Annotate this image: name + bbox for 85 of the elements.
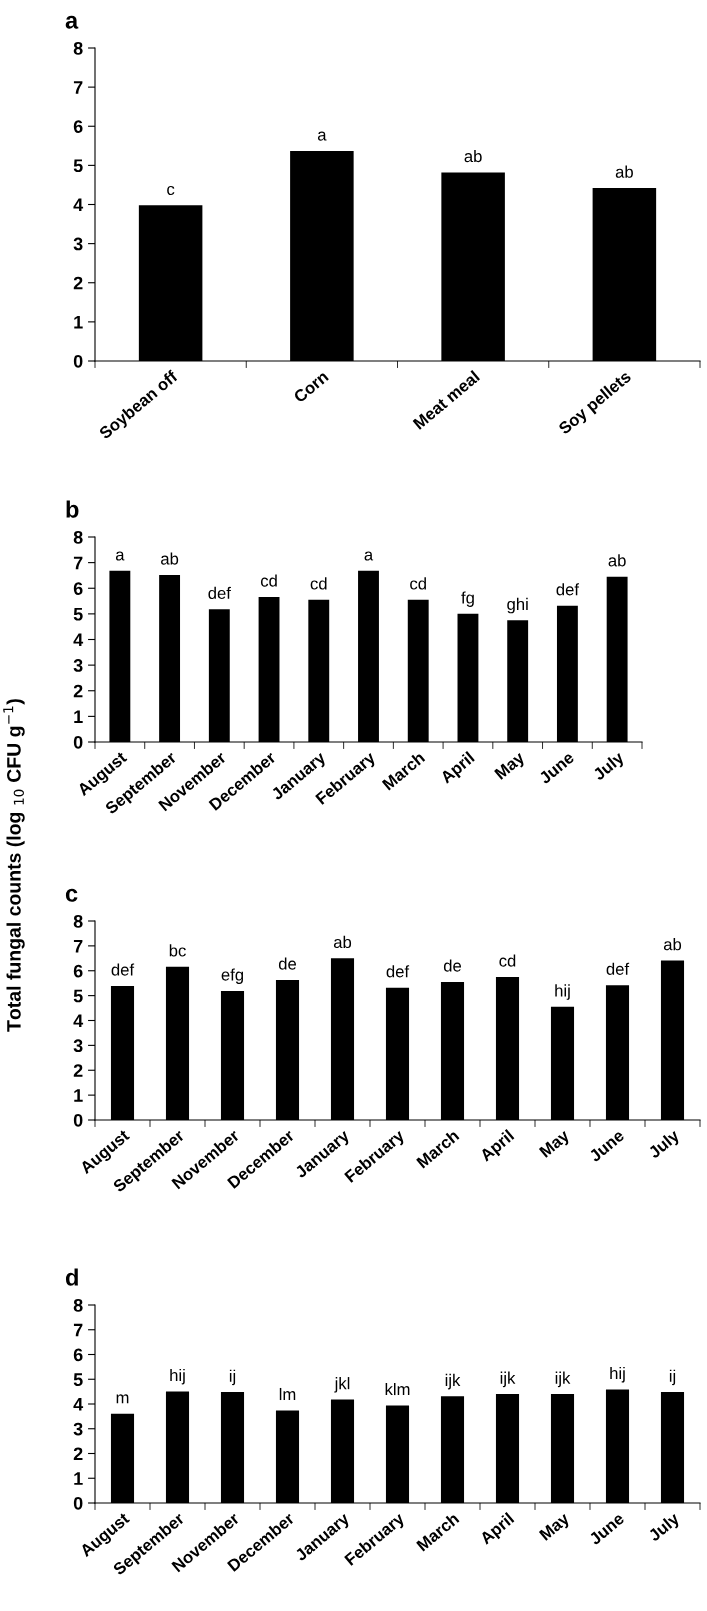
x-tick-label: July xyxy=(647,1511,683,1545)
y-tick-label: 8 xyxy=(73,530,83,544)
y-tick-label: 0 xyxy=(73,735,83,749)
x-tick-label: May xyxy=(494,750,528,783)
chart-title: a xyxy=(65,15,79,29)
data-label: a xyxy=(115,551,125,561)
y-tick-label: 8 xyxy=(73,914,83,928)
y-tick-label: 4 xyxy=(73,1014,84,1028)
y-tick-label: 7 xyxy=(73,940,83,953)
data-label: fg xyxy=(461,591,474,607)
y-tick-label: 2 xyxy=(73,276,83,290)
data-label: de xyxy=(278,957,297,970)
y-tick-label: 4 xyxy=(73,1398,84,1411)
y-tick-label: 5 xyxy=(73,608,83,621)
data-label: cd xyxy=(499,954,516,967)
y-tick-label: 5 xyxy=(73,989,83,1003)
x-tick-label: May xyxy=(538,1128,573,1161)
data-label: a xyxy=(364,551,374,561)
data-label: ijk xyxy=(555,1371,571,1388)
data-label: a xyxy=(317,131,327,141)
data-label: ab xyxy=(615,165,633,178)
y-tick-label: 2 xyxy=(73,1447,83,1461)
data-label: ab xyxy=(464,149,482,163)
data-label: cd xyxy=(410,577,426,590)
y-axis-title: Total fungal counts (log $_{10}$ CFU g$^{−1}$) xyxy=(3,699,25,1032)
chart-title: c xyxy=(65,888,78,902)
y-tick-label: 5 xyxy=(73,1373,83,1386)
data-label: def xyxy=(208,586,231,600)
y-tick-label: 0 xyxy=(73,1113,83,1127)
y-tick-label: 6 xyxy=(73,964,83,978)
y-tick-label: 3 xyxy=(73,1422,83,1436)
x-tick-label: Corn xyxy=(292,370,329,404)
x-tick-label: July xyxy=(591,750,628,784)
data-label: ab xyxy=(333,935,352,949)
data-label: ab xyxy=(608,554,626,567)
data-label: hij xyxy=(555,984,570,1000)
y-tick-label: 0 xyxy=(73,1496,83,1510)
data-label: def xyxy=(556,583,580,596)
data-label: ab xyxy=(663,938,682,951)
y-tick-label: 4 xyxy=(73,198,84,212)
y-tick-label: 1 xyxy=(74,1472,83,1485)
y-tick-label: 1 xyxy=(74,316,83,329)
y-tick-label: 7 xyxy=(73,556,83,570)
data-label: ab xyxy=(161,552,179,565)
y-tick-label: 3 xyxy=(73,237,83,251)
y-tick-label: 8 xyxy=(73,1298,83,1312)
data-label: ijk xyxy=(445,1373,461,1390)
data-label: def xyxy=(111,963,135,976)
y-tick-label: 4 xyxy=(73,633,84,647)
y-tick-label: 2 xyxy=(73,684,83,698)
y-tick-label: 7 xyxy=(73,81,83,94)
data-label: c xyxy=(167,185,175,196)
data-label: de xyxy=(443,959,462,972)
y-tick-label: 0 xyxy=(73,354,83,368)
y-tick-label: 3 xyxy=(73,1039,83,1053)
data-label: hij xyxy=(610,1366,625,1383)
data-label: cd xyxy=(260,574,277,587)
y-tick-label: 6 xyxy=(73,1348,83,1362)
y-tick-label: 7 xyxy=(73,1323,83,1337)
data-label: ij xyxy=(229,1369,236,1386)
y-tick-label: 6 xyxy=(73,582,83,595)
y-tick-label: 1 xyxy=(74,710,83,723)
data-label: ij xyxy=(669,1369,676,1386)
y-tick-label: 6 xyxy=(73,120,83,133)
data-label: ijk xyxy=(500,1371,516,1388)
y-tick-label: 2 xyxy=(73,1064,83,1077)
chart-title: d xyxy=(65,1268,78,1286)
y-tick-label: 8 xyxy=(73,41,83,55)
data-label: lm xyxy=(279,1387,296,1401)
data-label: klm xyxy=(385,1383,410,1396)
data-label: efg xyxy=(221,968,244,984)
data-label: def xyxy=(606,962,630,975)
data-label: ghi xyxy=(507,597,528,614)
y-tick-label: 5 xyxy=(73,159,83,173)
data-label: jkl xyxy=(334,1377,350,1393)
x-tick-label: July xyxy=(647,1128,683,1162)
data-label: cd xyxy=(310,577,327,590)
data-label: def xyxy=(386,965,410,978)
data-label: hij xyxy=(170,1368,185,1385)
x-tick-label: May xyxy=(538,1511,573,1544)
y-tick-label: 3 xyxy=(73,659,83,672)
data-label: m xyxy=(116,1394,129,1404)
y-tick-label: 1 xyxy=(74,1089,83,1102)
data-label: bc xyxy=(169,944,186,957)
chart-title: b xyxy=(66,500,79,518)
